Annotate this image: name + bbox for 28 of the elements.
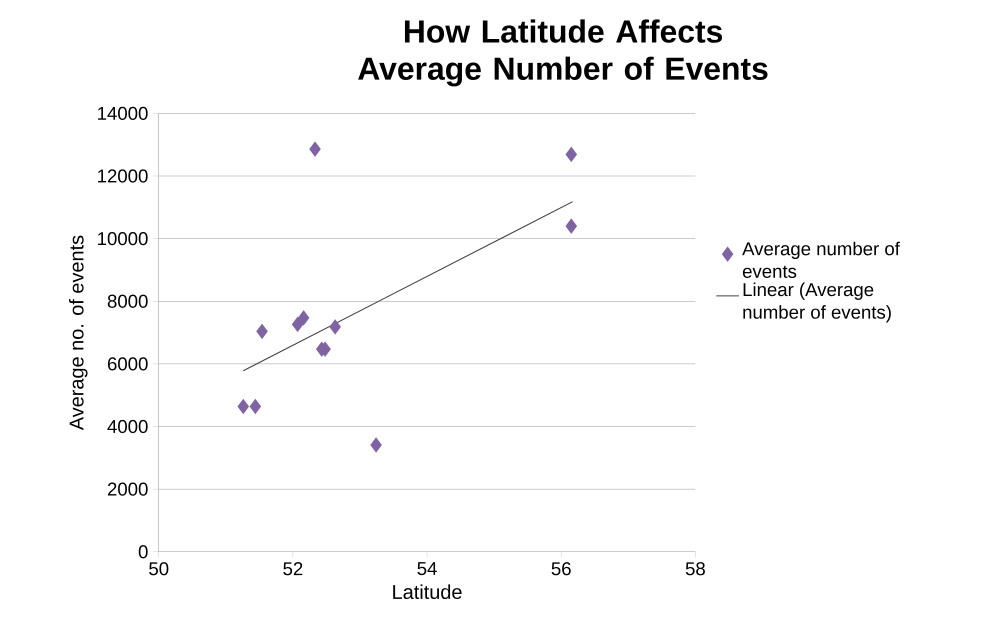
y-tick-label: 6000 — [108, 357, 148, 370]
y-tick-label: 10000 — [98, 232, 148, 246]
point — [329, 319, 341, 334]
x-tick-label: 54 — [417, 562, 437, 576]
point — [309, 141, 321, 157]
x-tick-label: 50 — [149, 562, 168, 576]
x-axis-title: Latitude — [393, 584, 462, 599]
y-tick-label: 14000 — [98, 106, 148, 120]
y-tick-label: 8000 — [108, 294, 148, 308]
point — [292, 316, 304, 332]
x-tick-label: 56 — [552, 562, 571, 576]
point — [566, 218, 578, 234]
y-tick-label: 12000 — [98, 169, 148, 183]
point — [238, 398, 249, 414]
point — [298, 310, 310, 326]
legend-label: Linear (Average number of events) — [743, 282, 891, 322]
y-tick-label: 4000 — [107, 420, 148, 434]
point — [370, 437, 382, 452]
point — [250, 398, 262, 414]
y-tick-label: 2000 — [108, 482, 148, 496]
point — [256, 324, 268, 339]
x-tick-label: 52 — [283, 562, 302, 576]
chart-title: How Latitude Affects Average Number of Events — [358, 19, 768, 86]
x-tick-label: 58 — [686, 562, 705, 576]
point — [566, 146, 578, 162]
y-axis-title: Average no. of events — [68, 236, 88, 430]
legend-label: Average number of events — [742, 242, 900, 278]
y-tick-label: 0 — [138, 545, 148, 558]
